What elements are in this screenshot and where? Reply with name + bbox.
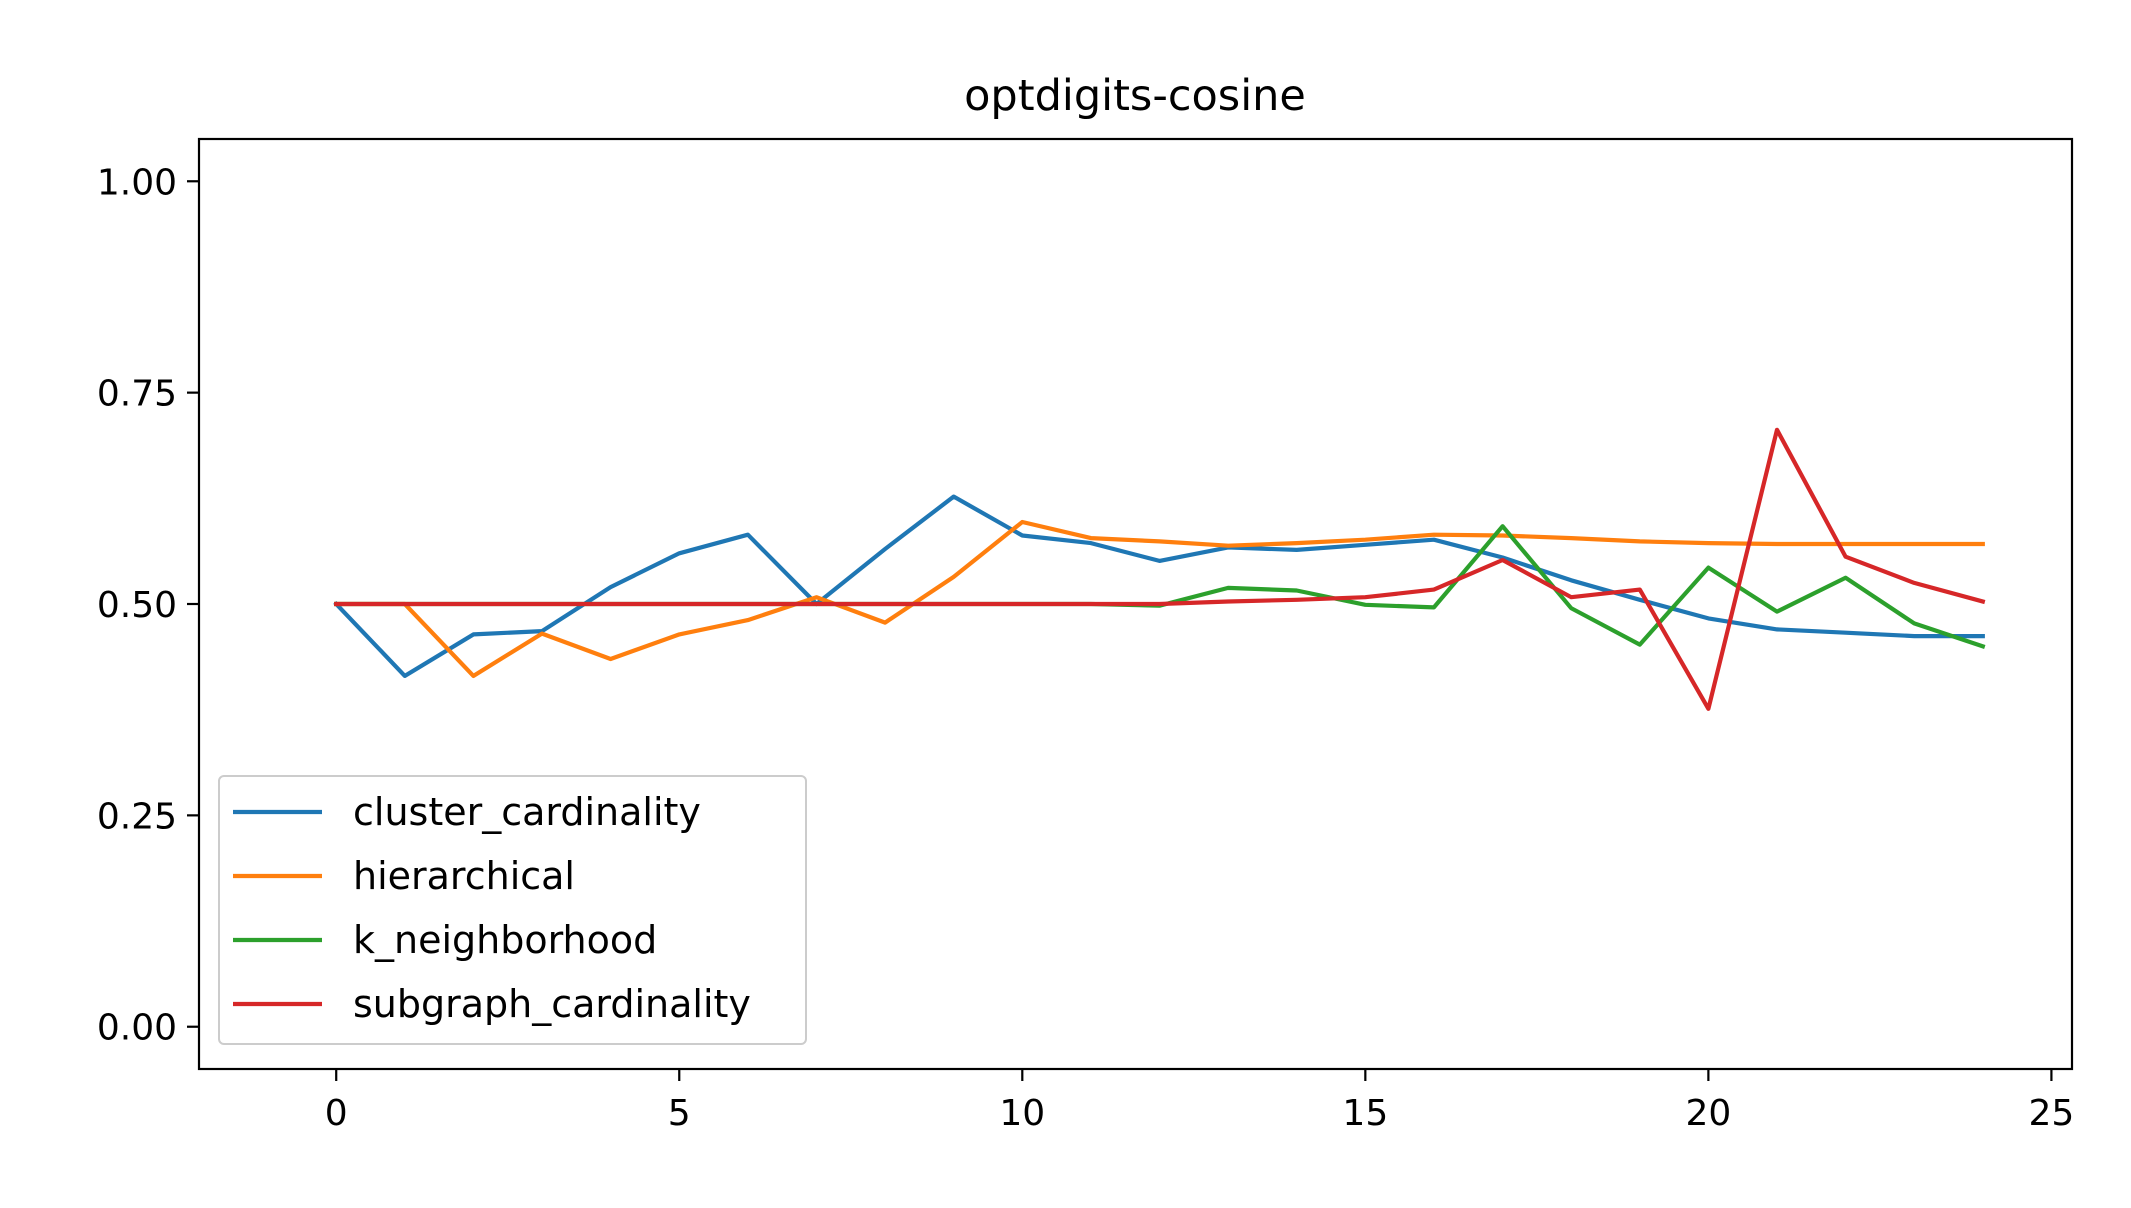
x-axis: 0 5 10 15 20 25: [325, 1069, 2075, 1134]
legend-label-hierarchical: hierarchical: [353, 854, 575, 898]
x-tick-label: 20: [1685, 1093, 1731, 1134]
series-line-subgraph-cardinality: [334, 427, 1986, 711]
y-tick-label: 0.25: [97, 796, 177, 837]
legend-box: [218, 775, 807, 1045]
legend-label-cluster-cardinality: cluster_cardinality: [353, 790, 701, 834]
chart-title: optdigits-cosine: [964, 71, 1306, 121]
series-layer: [333, 427, 1986, 711]
x-tick-label: 10: [999, 1093, 1045, 1134]
legend: cluster_cardinality hierarchical k_neighbo…: [218, 775, 807, 1045]
series-line-cluster-cardinality: [333, 494, 1985, 679]
series-line-hierarchical: [334, 519, 1985, 679]
y-tick-label: 0.50: [97, 585, 177, 626]
y-axis: 0.00 0.25 0.50 0.75 1.00: [97, 162, 199, 1049]
y-tick-label: 1.00: [97, 162, 177, 203]
x-tick-label: 5: [668, 1093, 691, 1134]
y-tick-label: 0.75: [97, 374, 177, 415]
legend-label-k-neighborhood: k_neighborhood: [353, 918, 657, 962]
legend-label-subgraph-cardinality: subgraph_cardinality: [353, 982, 751, 1026]
y-tick-label: 0.00: [97, 1008, 177, 1049]
x-tick-label: 25: [2029, 1093, 2075, 1134]
x-tick-label: 0: [325, 1093, 348, 1134]
x-tick-label: 15: [1342, 1093, 1388, 1134]
